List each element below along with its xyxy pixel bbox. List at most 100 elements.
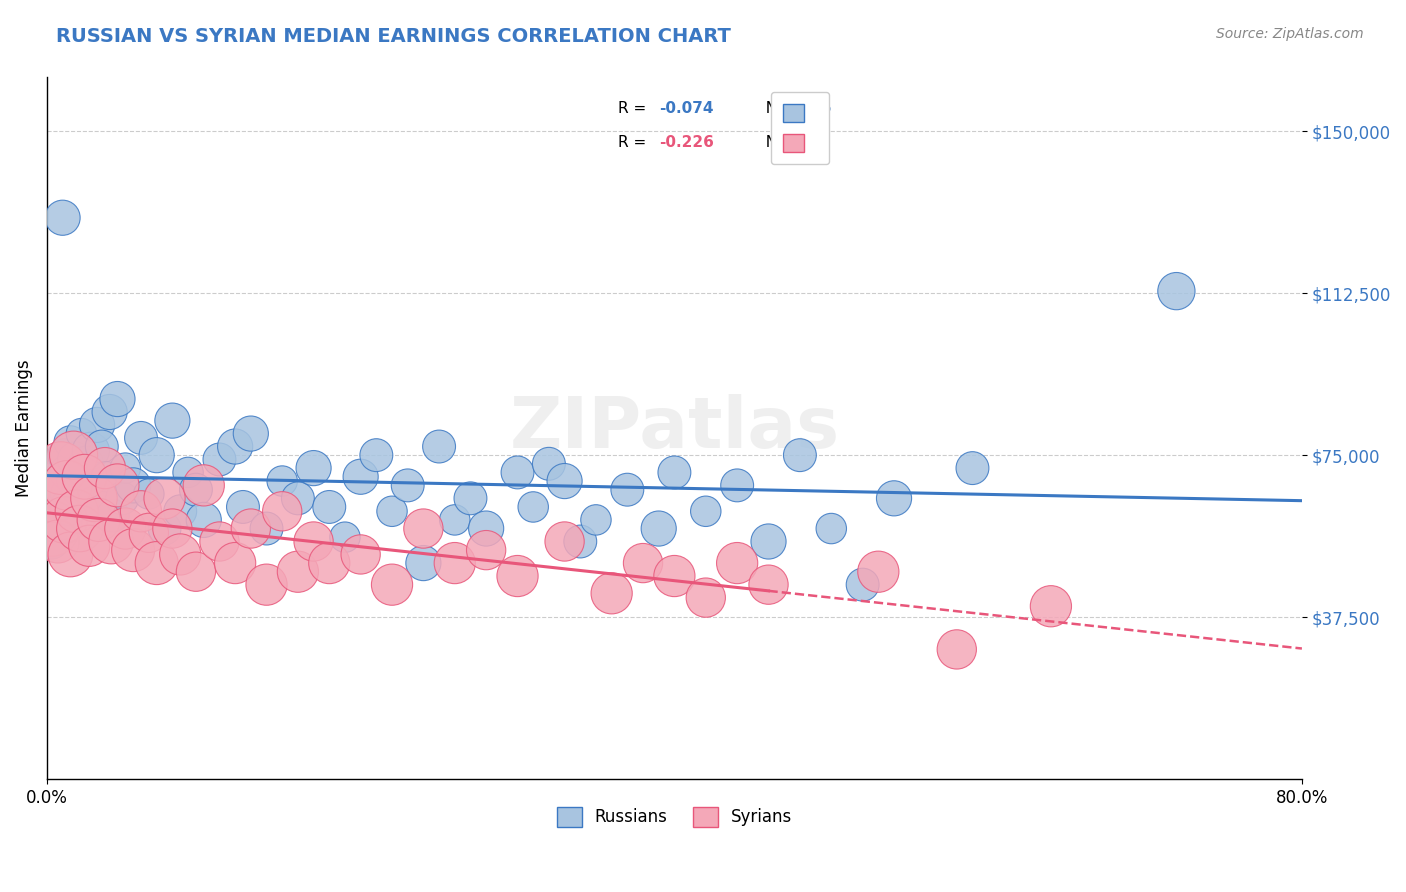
Point: [122, 478, 145, 492]
Point: [66, 504, 89, 518]
Point: [758, 577, 780, 591]
Point: [381, 504, 404, 518]
Point: [42, 504, 65, 518]
Point: [44, 491, 66, 506]
Point: [100, 534, 122, 549]
Text: N =: N =: [756, 102, 800, 116]
Point: [107, 392, 129, 406]
Point: [852, 577, 875, 591]
Point: [695, 591, 717, 605]
Point: [318, 500, 340, 514]
Point: [41, 522, 63, 536]
Point: [56, 478, 79, 492]
Point: [162, 414, 184, 428]
Point: [58, 500, 80, 514]
Point: [287, 491, 309, 506]
Point: [153, 491, 176, 506]
Point: [94, 461, 117, 475]
Point: [883, 491, 905, 506]
Point: [443, 513, 465, 527]
Point: [59, 548, 82, 562]
Point: [44, 522, 66, 536]
Point: [271, 474, 294, 488]
Point: [600, 586, 623, 600]
Point: [631, 556, 654, 570]
Point: [208, 452, 231, 467]
Point: [302, 461, 325, 475]
Point: [129, 431, 152, 445]
Point: [60, 474, 83, 488]
Point: [664, 466, 686, 480]
Point: [1166, 284, 1188, 298]
Point: [56, 466, 79, 480]
Point: [55, 487, 77, 501]
Point: [49, 478, 72, 492]
Point: [647, 522, 669, 536]
Point: [412, 522, 434, 536]
Point: [153, 522, 176, 536]
Point: [162, 522, 184, 536]
Point: [427, 440, 450, 454]
Text: ZIPatlas: ZIPatlas: [509, 393, 839, 463]
Point: [585, 513, 607, 527]
Point: [443, 556, 465, 570]
Point: [193, 513, 215, 527]
Point: [73, 469, 96, 483]
Point: [789, 448, 811, 462]
Point: [475, 543, 498, 558]
Point: [184, 565, 207, 579]
Text: R =: R =: [617, 135, 651, 150]
Point: [80, 443, 103, 458]
Text: Source: ZipAtlas.com: Source: ZipAtlas.com: [1216, 27, 1364, 41]
Point: [239, 426, 262, 441]
Point: [569, 534, 592, 549]
Point: [695, 504, 717, 518]
Point: [145, 556, 167, 570]
Point: [232, 500, 254, 514]
Point: [224, 440, 246, 454]
Point: [169, 504, 191, 518]
Point: [96, 469, 118, 483]
Point: [758, 534, 780, 549]
Point: [820, 522, 842, 536]
Text: RUSSIAN VS SYRIAN MEDIAN EARNINGS CORRELATION CHART: RUSSIAN VS SYRIAN MEDIAN EARNINGS CORREL…: [56, 27, 731, 45]
Point: [1039, 599, 1062, 614]
Point: [63, 452, 86, 467]
Point: [83, 496, 105, 510]
Point: [256, 522, 278, 536]
Point: [366, 448, 388, 462]
Point: [62, 448, 84, 462]
Point: [460, 491, 482, 506]
Point: [169, 548, 191, 562]
Text: 51: 51: [810, 135, 831, 150]
Point: [111, 491, 134, 506]
Text: N =: N =: [756, 135, 800, 150]
Point: [396, 478, 419, 492]
Point: [537, 457, 560, 471]
Point: [48, 461, 70, 475]
Point: [69, 522, 91, 536]
Point: [45, 469, 67, 483]
Point: [114, 522, 136, 536]
Point: [224, 556, 246, 570]
Text: -0.074: -0.074: [659, 102, 714, 116]
Point: [53, 513, 76, 527]
Point: [107, 478, 129, 492]
Point: [87, 513, 110, 527]
Point: [46, 491, 69, 506]
Point: [145, 448, 167, 462]
Point: [53, 448, 76, 462]
Point: [554, 474, 576, 488]
Point: [962, 461, 984, 475]
Point: [318, 556, 340, 570]
Text: 76: 76: [810, 102, 831, 116]
Point: [138, 525, 160, 540]
Point: [138, 487, 160, 501]
Point: [83, 491, 105, 506]
Point: [52, 513, 75, 527]
Point: [381, 577, 404, 591]
Point: [554, 534, 576, 549]
Point: [616, 483, 638, 497]
Point: [184, 483, 207, 497]
Point: [475, 522, 498, 536]
